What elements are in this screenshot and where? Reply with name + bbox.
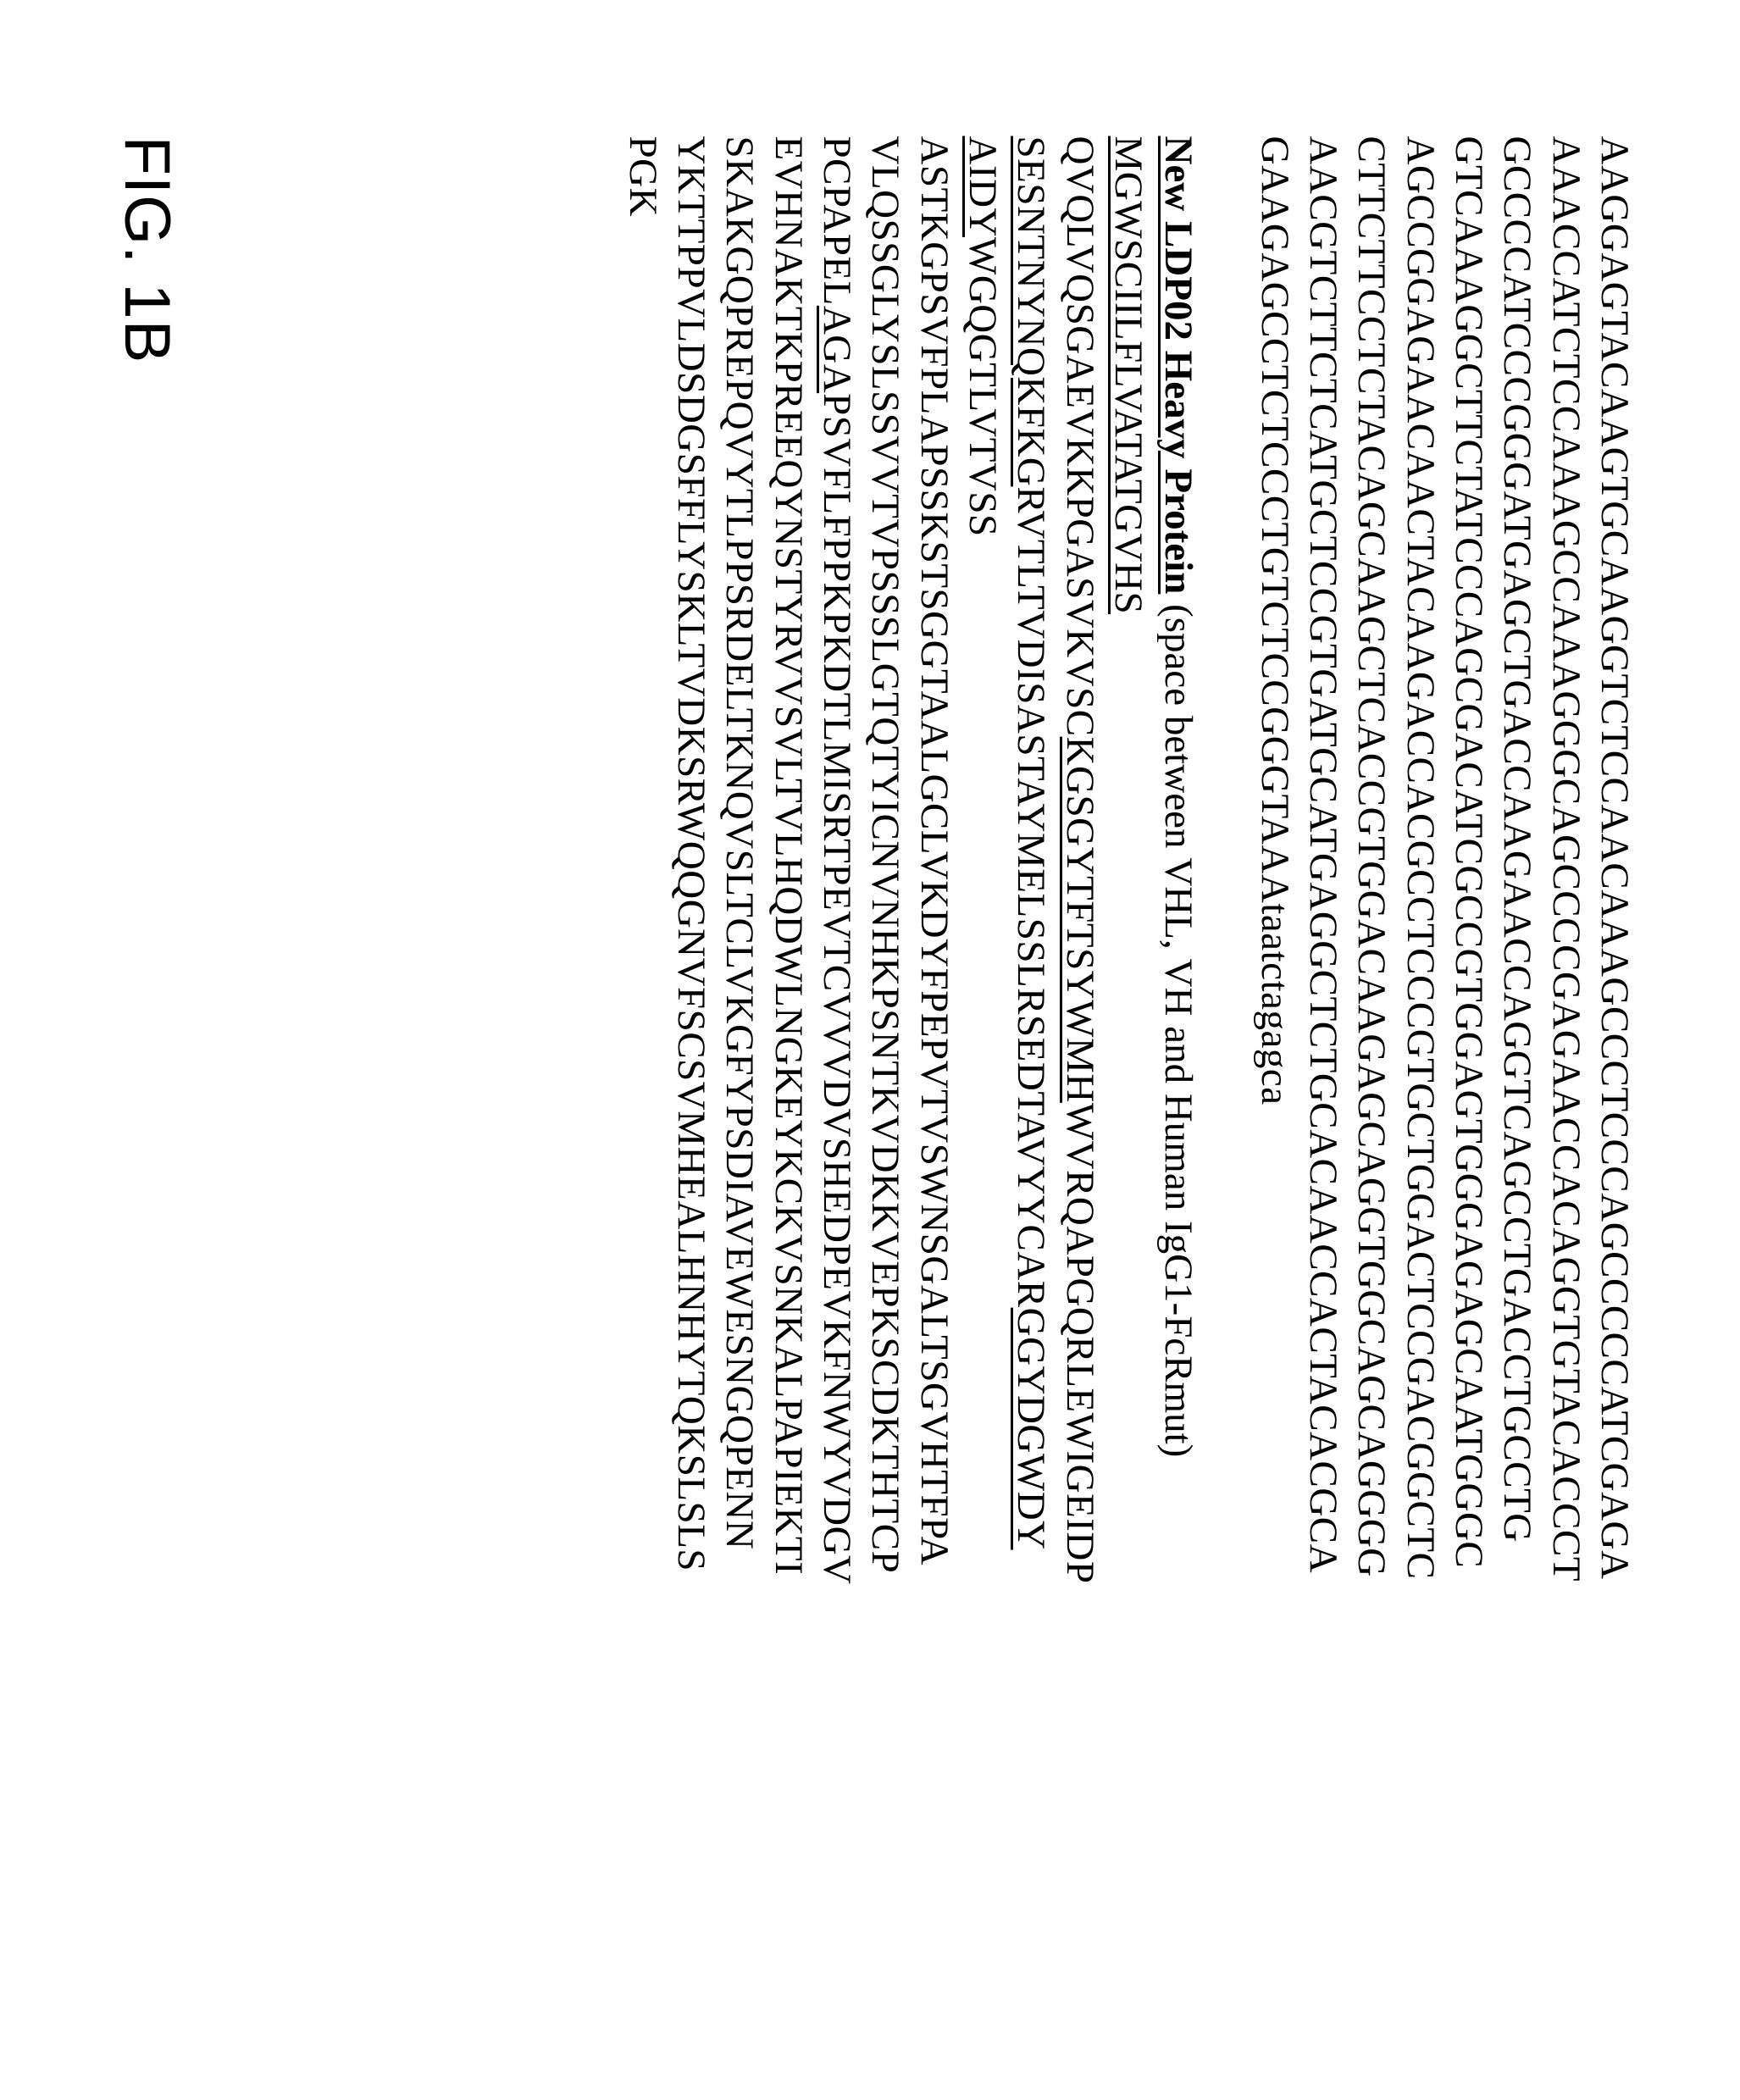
protein-segment: VLQSSGLYSLSSVVTVPSSSLGTQTYICNVNHKPSNTKVD… <box>863 136 907 1573</box>
protein-line: MGWSCIILFLVATATGVHS <box>1104 136 1152 1998</box>
protein-title: New LDP02 Heavy Protein (space between V… <box>1154 136 1202 1998</box>
protein-segment: SKAKGQPREPQVYTLPPSRDELTKNQVSLTCLVKGFYPSD… <box>718 136 762 1549</box>
dna-line: AGCCGGAGAACAACTACAAGACCACGCCTCCCGTGCTGGA… <box>1395 136 1444 1998</box>
dna-line: GAAGAGCCTCTCCCTGTCTCCGGGTAAAtaatctagagca <box>1250 136 1298 1998</box>
protein-segment: WGQGTLVTVSS <box>961 236 1005 536</box>
protein-line: PGK <box>618 136 666 1998</box>
protein-line: VLQSSGLYSLSSVVTVPSSSLGTQTYICNVNHKPSNTKVD… <box>861 136 909 1998</box>
protein-segment: EVHNAKTKPREEQYNSTYRVVSVLTVLHQDWLNGKEYKCK… <box>767 136 811 1575</box>
protein-line: QVQLVQSGAEVKKPGASVKVSCKGSGYTFTSYWMHWVRQA… <box>1055 136 1103 1998</box>
protein-line: SKAKGQPREPQVYTLPPSRDELTKNQVSLTCLVKGFYPSD… <box>715 136 763 1998</box>
dna-line: CTTCTTCCTCTACAGCAAGCTCACCGTGGACAAGAGCAGG… <box>1347 136 1395 1998</box>
protein-segment: PSVFLFPPKPKDTLMISRTPEVTCVVVDVSHEDPEVKFNW… <box>815 393 859 1584</box>
protein-segment-underlined: KGSGYTFTSYWMH <box>1058 736 1102 1102</box>
protein-segment: PGK <box>621 136 665 217</box>
protein-line: ASTKGPSVFPLAPSSKSTSGGTAALGCLVKDYFPEPVTVS… <box>909 136 957 1998</box>
protein-segment: QVQLVQSGAEVKKPGASVKVSC <box>1058 136 1102 736</box>
protein-segment-underlined: SESNTNYNQKFKG <box>1009 136 1053 486</box>
protein-segment: ASTKGPSVFPLAPSSKSTSGGTAALGCLVKDYFPEPVTVS… <box>912 136 956 1565</box>
figure-label: FIG. 1B <box>110 136 184 363</box>
protein-segment: RVTLTVDISASTAYMELSSLRSEDTAVYYCAR <box>1009 486 1053 1307</box>
protein-title-paren: (space between VHL, VH and Human IgG1-Fc… <box>1156 594 1200 1457</box>
page-rotated-content: AAGGAGTACAAGTGCAAGGTCTCCAACAAAGCCCTCCCAG… <box>0 0 1740 2100</box>
dna-line: AAACCATCTCCAAAGCCAAAGGGCAGCCCCGAGAACCACA… <box>1541 136 1589 1998</box>
protein-segment-underlined: GGYDGWDY <box>1009 1307 1053 1549</box>
protein-segment-underlined: AGA <box>815 305 859 392</box>
dna-sequence-block: AAGGAGTACAAGTGCAAGGTCTCCAACAAAGCCCTCCCAG… <box>1250 136 1638 1998</box>
dna-line: AACGTCTTCTCATGCTCCGTGATGCATGAGGCTCTGCACA… <box>1299 136 1347 1998</box>
protein-segment: YKTTPPVLDSDGSFFLYSKLTVDKSRWQQGNVFSCSVMHE… <box>669 136 713 1571</box>
protein-line: PCPAPELAGAPSVFLFPPKPKDTLMISRTPEVTCVVVDVS… <box>812 136 861 1998</box>
protein-title-bold: New LDP02 Heavy Protein <box>1156 136 1200 594</box>
dna-line: AAGGAGTACAAGTGCAAGGTCTCCAACAAAGCCCTCCCAG… <box>1590 136 1638 1998</box>
protein-segment: PCPAPEL <box>815 136 859 305</box>
protein-sequence-block: MGWSCIILFLVATATGVHSQVQLVQSGAEVKKPGASVKVS… <box>618 136 1152 1998</box>
protein-line: AIDYWGQGTLVTVSS <box>958 136 1006 1998</box>
protein-line: EVHNAKTKPREEQYNSTYRVVSVLTVLHQDWLNGKEYKCK… <box>763 136 812 1998</box>
dna-line: GCCCCATCCCGGGATGAGCTGACCAAGAACCAGGTCAGCC… <box>1493 136 1541 1998</box>
protein-segment-underlined: MGWSCIILFLVATATGVHS <box>1106 136 1150 614</box>
protein-segment-underlined: AIDY <box>961 136 1005 236</box>
protein-line: YKTTPPVLDSDGSFFLYSKLTVDKSRWQQGNVFSCSVMHE… <box>667 136 715 1998</box>
protein-segment: WVRQAPGQRLEWIGEIDP <box>1058 1102 1102 1583</box>
dna-line: GTCAAAGGCTTCTATCCCAGCGACATCGCCGTGGAGTGGG… <box>1444 136 1493 1998</box>
protein-line: SESNTNYNQKFKGRVTLTVDISASTAYMELSSLRSEDTAV… <box>1006 136 1055 1998</box>
